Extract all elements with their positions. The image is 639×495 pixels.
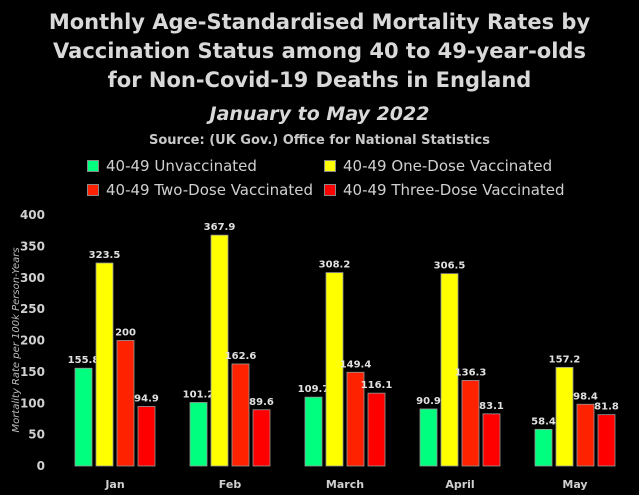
data-label: 136.3	[455, 367, 487, 378]
y-tick-label: 250	[20, 302, 45, 316]
data-label: 89.6	[249, 397, 274, 408]
y-tick-label: 150	[20, 365, 45, 379]
bar	[597, 414, 616, 467]
data-label: 90.9	[416, 396, 441, 407]
legend-item-unvaccinated: 40-49 Unvaccinated	[87, 157, 257, 175]
legend-swatch	[87, 184, 99, 196]
bar	[367, 392, 386, 467]
legend-label: 40-49 Unvaccinated	[106, 157, 257, 175]
legend-item-three-dose: 40-49 Three-Dose Vaccinated	[324, 181, 565, 199]
y-tick-label: 300	[20, 271, 45, 285]
legend-swatch	[87, 160, 99, 172]
data-label: 162.6	[225, 351, 257, 362]
bar	[346, 371, 365, 467]
x-tick-label: Jan	[104, 478, 124, 491]
bar	[74, 367, 93, 467]
y-tick-label: 400	[20, 208, 45, 222]
bar	[95, 262, 114, 467]
legend-swatch	[324, 184, 336, 196]
chart-source: Source: (UK Gov.) Office for National St…	[149, 133, 490, 148]
data-label: 200	[115, 328, 136, 339]
bar	[461, 380, 480, 467]
data-label: 101.2	[183, 389, 215, 400]
bar	[116, 340, 135, 467]
y-tick-label: 200	[20, 334, 45, 348]
data-label: 83.1	[479, 401, 504, 412]
data-label: 58.4	[531, 416, 556, 427]
chart-title-line-3: for Non-Covid-19 Deaths in England	[107, 68, 532, 92]
x-tick-label: May	[562, 478, 587, 491]
data-label: 367.9	[204, 222, 236, 233]
bar	[304, 396, 323, 467]
data-label: 323.5	[89, 250, 121, 261]
bar	[576, 403, 595, 467]
bar	[210, 234, 229, 467]
bar	[231, 363, 250, 467]
y-tick-label: 0	[37, 459, 45, 473]
bar	[189, 402, 208, 467]
bar	[482, 413, 501, 467]
x-tick-label: March	[326, 478, 364, 491]
x-tick-label: Feb	[219, 478, 242, 491]
bar	[419, 408, 438, 467]
bar	[325, 272, 344, 467]
bar	[555, 366, 574, 467]
legend-swatch	[324, 160, 336, 172]
x-tick-label: April	[445, 478, 474, 491]
data-label: 155.8	[68, 355, 100, 366]
bar	[534, 428, 553, 467]
bar	[137, 406, 156, 467]
data-label: 308.2	[319, 260, 351, 271]
data-label: 94.9	[134, 393, 159, 404]
data-label: 149.4	[340, 359, 372, 370]
legend-label: 40-49 Three-Dose Vaccinated	[343, 181, 565, 199]
data-label: 306.5	[434, 261, 466, 272]
chart-title-line-2: Vaccination Status among 40 to 49-year-o…	[53, 39, 586, 63]
data-label: 157.2	[549, 354, 581, 365]
bar	[440, 273, 459, 467]
y-tick-label: 100	[20, 396, 45, 410]
y-tick-label: 350	[20, 239, 45, 253]
legend-item-two-dose: 40-49 Two-Dose Vaccinated	[87, 181, 313, 199]
data-label: 98.4	[573, 391, 598, 402]
chart-subtitle: January to May 2022	[209, 103, 430, 125]
chart-title-line-1: Monthly Age-Standardised Mortality Rates…	[48, 10, 591, 34]
legend-item-one-dose: 40-49 One-Dose Vaccinated	[324, 157, 552, 175]
data-label: 109.7	[298, 384, 330, 395]
y-tick-label: 50	[28, 428, 45, 442]
legend-label: 40-49 Two-Dose Vaccinated	[106, 181, 313, 199]
bar	[252, 409, 271, 467]
data-label: 116.1	[361, 380, 393, 391]
data-label: 81.8	[594, 402, 619, 413]
y-axis-label: Mortality Rate per 100k Person-Years	[11, 247, 22, 432]
legend-label: 40-49 One-Dose Vaccinated	[343, 157, 553, 175]
